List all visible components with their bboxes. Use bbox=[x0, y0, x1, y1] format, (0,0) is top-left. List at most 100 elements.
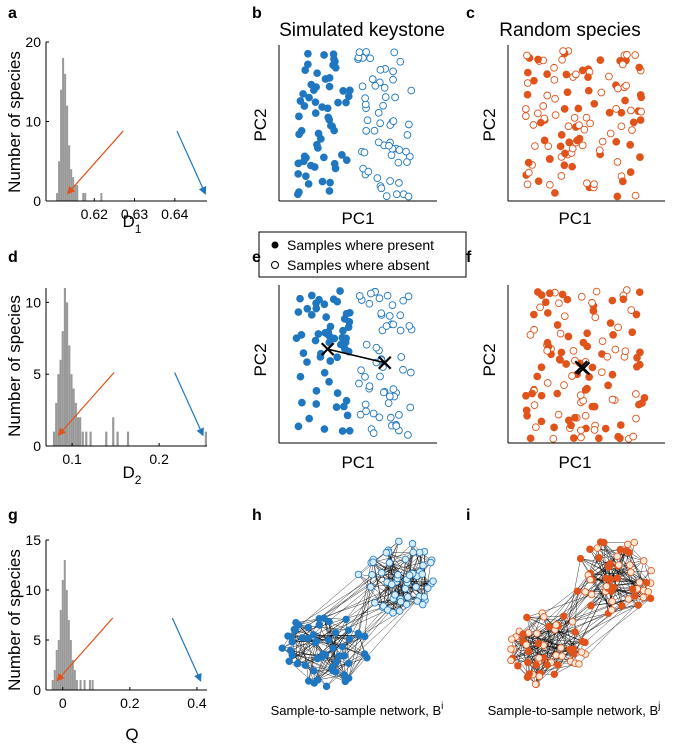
network-edge bbox=[319, 624, 368, 658]
sample-absent-point bbox=[395, 179, 403, 187]
x-tick-label: 0.63 bbox=[121, 206, 148, 222]
sample-present-point bbox=[342, 396, 351, 405]
histogram-bar bbox=[70, 169, 73, 201]
sample-absent-point bbox=[570, 114, 579, 122]
network-edge bbox=[580, 558, 609, 567]
sample-absent-point bbox=[356, 410, 365, 419]
network-edge bbox=[342, 600, 418, 647]
sample-present-point bbox=[537, 391, 546, 400]
network-edge bbox=[348, 653, 365, 679]
sample-absent-point bbox=[597, 88, 606, 97]
sample-absent-point bbox=[605, 72, 613, 81]
sample-absent-point bbox=[388, 301, 397, 309]
histogram-bar bbox=[61, 580, 64, 690]
sample-absent-point bbox=[523, 79, 532, 87]
sample-absent-point bbox=[631, 51, 640, 59]
histogram-bar bbox=[52, 431, 56, 446]
sample-present-point bbox=[616, 421, 625, 429]
sample-present-point bbox=[312, 83, 321, 91]
sample-absent-point bbox=[377, 309, 386, 318]
network-edge bbox=[292, 653, 323, 656]
sample-absent-point bbox=[627, 306, 636, 314]
histogram-bar bbox=[51, 680, 54, 690]
sample-absent-point bbox=[603, 352, 612, 361]
histogram-q: g Number of species Q 0 0.2 0.4 0 5 10 15 bbox=[5, 507, 207, 744]
network-edge bbox=[554, 663, 576, 675]
sample-present-point bbox=[342, 309, 351, 318]
network-node bbox=[324, 636, 333, 644]
sample-present-point bbox=[296, 372, 305, 381]
histogram-bar bbox=[62, 57, 65, 202]
network-edge bbox=[373, 559, 413, 574]
sample-absent-point bbox=[362, 126, 371, 135]
sample-present-point bbox=[330, 159, 339, 168]
sample-absent-point bbox=[373, 174, 382, 182]
network-node bbox=[418, 570, 426, 578]
sample-present-point bbox=[328, 122, 337, 131]
network-node bbox=[304, 634, 312, 643]
sample-present-point bbox=[307, 291, 316, 300]
sample-present-point bbox=[298, 398, 306, 407]
sample-present-point bbox=[608, 296, 617, 305]
network-node bbox=[557, 644, 565, 652]
sample-present-point bbox=[550, 423, 558, 432]
network-node bbox=[524, 647, 533, 656]
sample-present-point bbox=[604, 381, 612, 390]
legend-present-label: Samples where present bbox=[287, 237, 434, 253]
centroid-connector bbox=[327, 348, 385, 364]
network-node bbox=[575, 660, 583, 668]
x-axis-label-main: D bbox=[123, 212, 135, 231]
network-node bbox=[586, 576, 595, 584]
sample-absent-point bbox=[575, 121, 583, 130]
y-axis-label: Number of species bbox=[5, 295, 24, 437]
network-edge bbox=[371, 562, 410, 576]
sample-present-point bbox=[523, 90, 532, 99]
sample-absent-point bbox=[403, 131, 412, 139]
network-node bbox=[625, 548, 633, 557]
y-tick-label: 0 bbox=[33, 682, 41, 698]
network-edge bbox=[510, 648, 536, 685]
blue-arrow bbox=[174, 372, 204, 437]
sample-present-point bbox=[563, 88, 572, 97]
sample-present-point bbox=[528, 389, 537, 398]
network-node bbox=[624, 595, 633, 603]
network-node bbox=[382, 549, 391, 557]
sample-absent-point bbox=[394, 158, 403, 167]
sample-present-point bbox=[334, 98, 342, 107]
sample-absent-point bbox=[389, 75, 397, 84]
sample-present-point bbox=[565, 138, 574, 147]
network-node bbox=[319, 650, 327, 658]
sample-present-point bbox=[562, 70, 571, 79]
network-node bbox=[626, 561, 634, 569]
sample-present-point bbox=[307, 310, 316, 319]
sample-present-point bbox=[329, 61, 337, 69]
sample-present-point bbox=[303, 358, 311, 366]
sample-absent-point bbox=[361, 372, 369, 381]
network-node bbox=[571, 628, 579, 636]
network-node bbox=[522, 641, 531, 649]
sample-absent-point bbox=[559, 47, 567, 55]
sample-absent-point bbox=[365, 382, 374, 391]
sample-absent-point bbox=[550, 75, 559, 84]
network-node bbox=[514, 662, 522, 670]
histogram-bar bbox=[53, 670, 56, 690]
network-edge bbox=[526, 594, 592, 618]
sample-present-point bbox=[579, 338, 588, 347]
network-node bbox=[618, 602, 626, 610]
orange-arrow bbox=[57, 372, 115, 437]
sample-present-point bbox=[325, 82, 334, 91]
sample-present-point bbox=[303, 304, 312, 313]
sample-absent-point bbox=[370, 126, 379, 135]
panel-label: g bbox=[8, 507, 18, 524]
sample-present-point bbox=[304, 180, 313, 188]
y-axis-label: PC2 bbox=[480, 108, 499, 141]
sample-present-point bbox=[601, 424, 610, 433]
sample-absent-point bbox=[544, 142, 553, 151]
sample-absent-point bbox=[611, 345, 620, 354]
histogram-bar bbox=[82, 193, 85, 201]
sample-present-point bbox=[302, 172, 310, 181]
sample-present-point bbox=[557, 131, 566, 139]
orange-arrow bbox=[66, 130, 124, 195]
sample-absent-point bbox=[399, 296, 408, 305]
network-node bbox=[367, 583, 375, 591]
